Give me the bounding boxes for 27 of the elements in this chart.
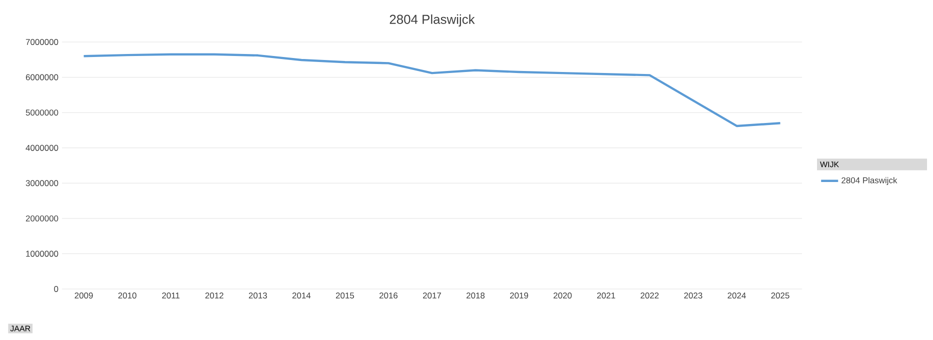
x-tick-label: 2019 xyxy=(510,292,528,299)
x-tick-label: 2024 xyxy=(728,292,746,299)
x-tick-label: 2017 xyxy=(423,292,441,299)
x-tick-label: 2011 xyxy=(162,292,180,299)
x-tick-label: 2009 xyxy=(74,292,93,299)
x-tick-label: 2021 xyxy=(597,292,616,299)
x-tick-label: 2012 xyxy=(205,292,224,299)
x-tick-label: 2013 xyxy=(248,292,267,299)
x-tick-label: 2022 xyxy=(640,292,659,299)
x-tick-label: 2023 xyxy=(684,292,702,299)
y-tick-label: 6000000 xyxy=(26,74,58,80)
x-tick-label: 2010 xyxy=(118,292,136,299)
y-tick-label: 7000000 xyxy=(26,39,58,45)
legend-label: 2804 Plaswijck xyxy=(842,177,898,185)
y-tick-label: 5000000 xyxy=(26,110,58,116)
x-tick-label: 2018 xyxy=(466,292,485,299)
x-tick-label: 2014 xyxy=(292,292,311,299)
y-tick-label: 3000000 xyxy=(26,180,58,186)
x-tick-label: 2025 xyxy=(771,292,790,299)
y-tick-label: 4000000 xyxy=(26,144,58,151)
x-tick-label: 2015 xyxy=(336,292,354,299)
y-tick-label: 0 xyxy=(54,286,58,292)
x-tick-label: 2020 xyxy=(554,292,572,299)
chart-title: 2804 Plaswijck xyxy=(390,14,475,27)
y-tick-label: 2000000 xyxy=(26,215,58,222)
x-tick-label: 2016 xyxy=(379,292,398,299)
y-tick-label: 1000000 xyxy=(26,250,58,257)
